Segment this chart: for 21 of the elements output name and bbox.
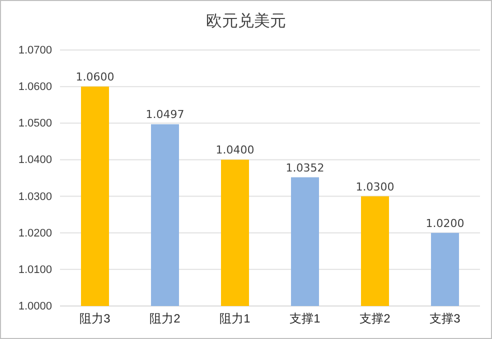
y-tick-label: 1.0200 bbox=[18, 227, 52, 240]
x-tick-label: 阻力3 bbox=[80, 312, 111, 326]
y-tick-label: 1.0100 bbox=[18, 264, 52, 276]
y-tick-label: 1.0600 bbox=[18, 81, 52, 94]
data-label: 1.0352 bbox=[286, 161, 324, 174]
y-tick-label: 1.0300 bbox=[18, 190, 52, 203]
x-tick-label: 支撑2 bbox=[360, 312, 391, 326]
y-tick-label: 1.0400 bbox=[18, 154, 52, 166]
y-tick-label: 1.0500 bbox=[18, 118, 52, 130]
data-label: 1.0497 bbox=[146, 108, 184, 122]
data-label: 1.0600 bbox=[76, 70, 114, 84]
data-label: 1.0300 bbox=[356, 180, 394, 194]
x-tick-label: 支撑1 bbox=[290, 312, 321, 326]
x-tick-label: 阻力1 bbox=[220, 312, 251, 326]
y-tick-label: 1.0700 bbox=[18, 44, 52, 57]
chart-title: 欧元兑美元 bbox=[206, 11, 286, 30]
data-label: 1.0200 bbox=[426, 216, 464, 230]
y-tick-label: 1.0000 bbox=[18, 300, 52, 313]
data-label: 1.0400 bbox=[216, 144, 254, 157]
x-tick-label: 支撑3 bbox=[430, 312, 461, 326]
x-tick-label: 阻力2 bbox=[150, 312, 181, 326]
